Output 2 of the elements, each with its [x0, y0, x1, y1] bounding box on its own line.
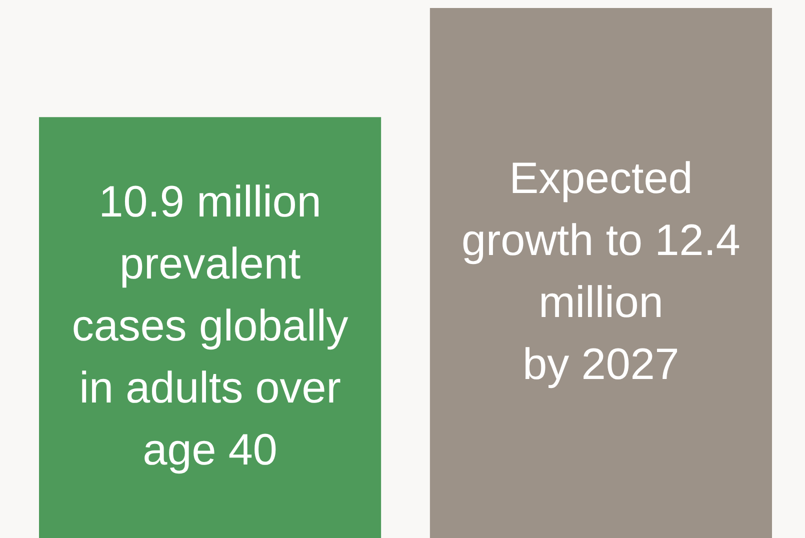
annotation: 10.9 million prevalent cases globally in adults over age 40 [72, 178, 348, 475]
annotation: Expected growth to 12.4 million by 2027 [462, 154, 740, 389]
